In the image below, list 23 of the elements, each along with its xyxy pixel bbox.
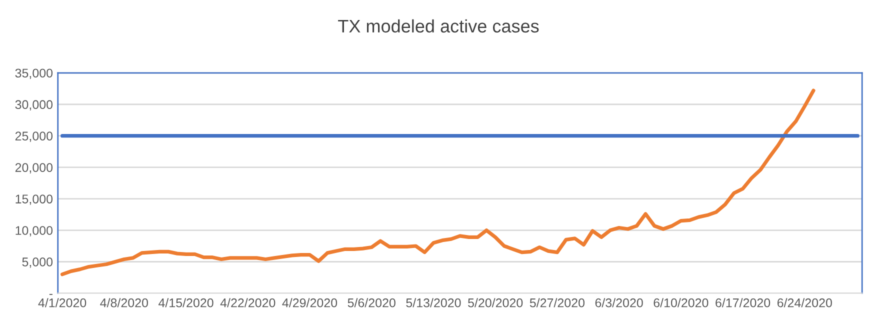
y-tick-label: 35,000 [15,68,53,80]
line-series [60,88,816,276]
y-tick-label: 20,000 [15,163,53,174]
y-tick-label: 10,000 [16,226,53,236]
x-tick-label: 6/17/2020 [716,298,770,308]
x-tick-label: 5/13/2020 [406,298,461,308]
chart-title: TX modeled active cases [338,19,539,33]
x-tick-label: 4/22/2020 [220,298,276,308]
x-tick-label: 6/3/2020 [595,298,643,308]
y-tick-label: 25,000 [15,132,53,142]
x-tick-label: 5/6/2020 [348,298,396,308]
x-tick-label: 4/29/2020 [282,298,338,308]
y-tick-label: 15,000 [16,194,53,205]
x-tick-label: 5/27/2020 [530,298,585,308]
x-tick-label: 4/15/2020 [158,298,214,308]
x-tick-label: 6/10/2020 [654,298,708,308]
y-tick-label: 30,000 [15,100,53,111]
y-tick-label: - [49,294,52,295]
y-tick-label: 5,000 [22,258,53,268]
x-tick-label: 6/24/2020 [777,298,832,308]
x-tick-label: 4/8/2020 [100,298,148,308]
x-tick-label: 4/1/2020 [38,298,86,308]
x-tick-label: 5/20/2020 [468,298,523,308]
